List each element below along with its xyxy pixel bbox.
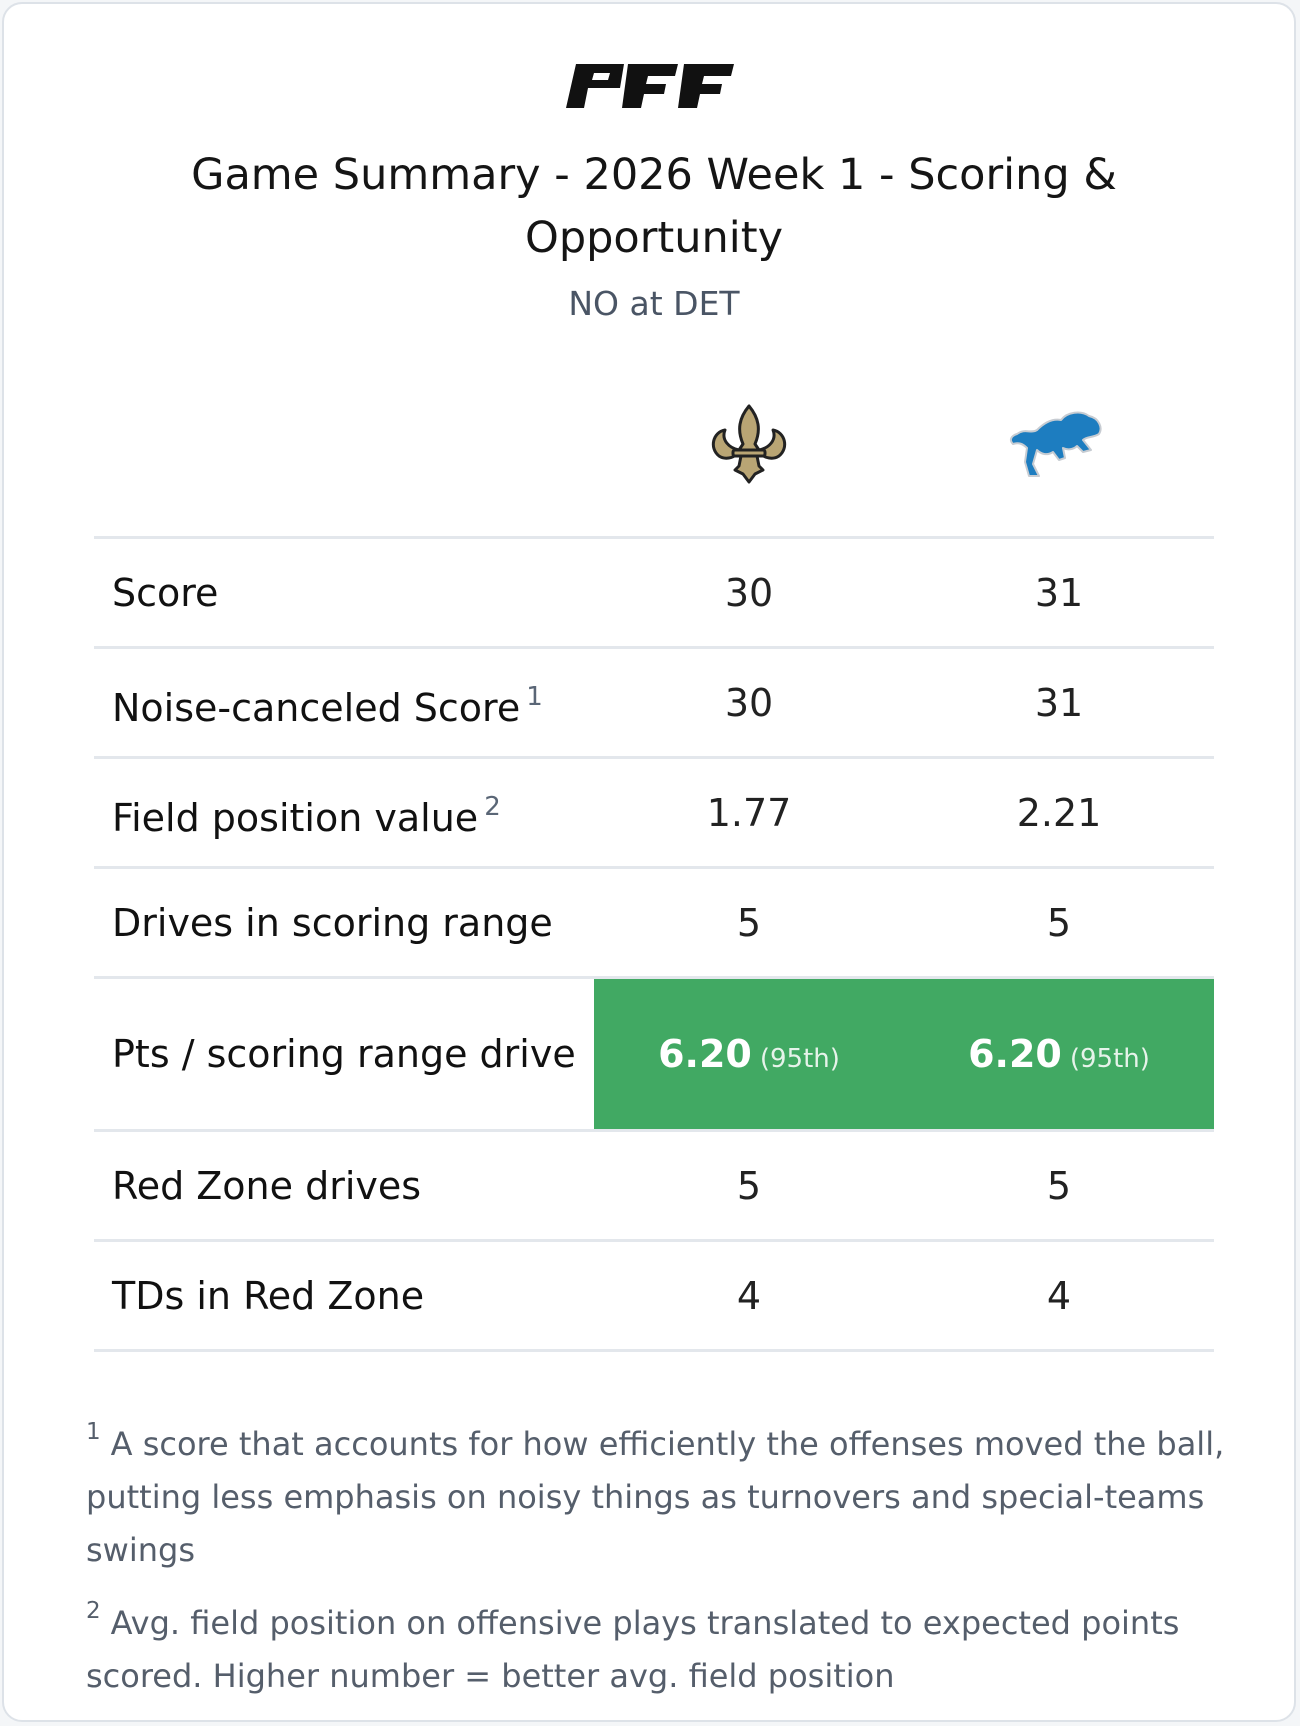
matchup-subtitle: NO at DET <box>568 284 740 323</box>
lion-icon <box>1009 411 1102 477</box>
det-value: 2.21 <box>904 757 1214 869</box>
row-label: Noise-canceled Score 1 <box>94 647 594 759</box>
table-row: Red Zone drives 5 5 <box>94 1130 1214 1242</box>
table-row: Pts / scoring range drive 6.20 (95th) 6.2… <box>94 977 1214 1132</box>
det-value: 5 <box>904 1130 1214 1242</box>
det-value: 6.20 (95th) <box>904 977 1214 1132</box>
det-value: 31 <box>904 537 1214 649</box>
row-label: Field position value 2 <box>94 757 594 869</box>
row-label: TDs in Red Zone <box>94 1240 594 1352</box>
page-title: Game Summary - 2026 Week 1 - Scoring & O… <box>191 150 1117 263</box>
table-row: Drives in scoring range 5 5 <box>94 867 1214 979</box>
row-label: Red Zone drives <box>94 1130 594 1242</box>
table-row: Noise-canceled Score 1 30 31 <box>94 647 1214 759</box>
no-value: 5 <box>594 1130 904 1242</box>
percentile-rank: (95th) <box>759 1044 840 1074</box>
row-label: Score <box>94 537 594 649</box>
det-value: 31 <box>904 647 1214 759</box>
footnote-mark: 2 <box>86 1598 101 1624</box>
fleur-de-lis-icon <box>711 404 787 484</box>
no-value: 30 <box>594 647 904 759</box>
table-row: Score 30 31 <box>94 537 1214 649</box>
no-value: 6.20 (95th) <box>594 977 904 1132</box>
row-label: Drives in scoring range <box>94 867 594 979</box>
footnote: 2 Avg. field position on offensive plays … <box>86 1598 1180 1695</box>
pff-logo <box>566 64 734 108</box>
stats-table: Score 30 31 Noise-canceled Score 1 30 31 … <box>94 536 1214 1352</box>
table-row: Field position value 2 1.77 2.21 <box>94 757 1214 869</box>
no-value: 5 <box>594 867 904 979</box>
footnote-ref: 2 <box>484 792 501 822</box>
row-label: Pts / scoring range drive <box>94 977 594 1132</box>
det-value: 4 <box>904 1240 1214 1352</box>
footnote-ref: 1 <box>526 682 543 712</box>
table-row: TDs in Red Zone 4 4 <box>94 1240 1214 1352</box>
percentile-rank: (95th) <box>1069 1044 1150 1074</box>
no-value: 4 <box>594 1240 904 1352</box>
no-value: 1.77 <box>594 757 904 869</box>
footnote-mark: 1 <box>86 1419 101 1445</box>
det-value: 5 <box>904 867 1214 979</box>
no-value: 30 <box>594 537 904 649</box>
